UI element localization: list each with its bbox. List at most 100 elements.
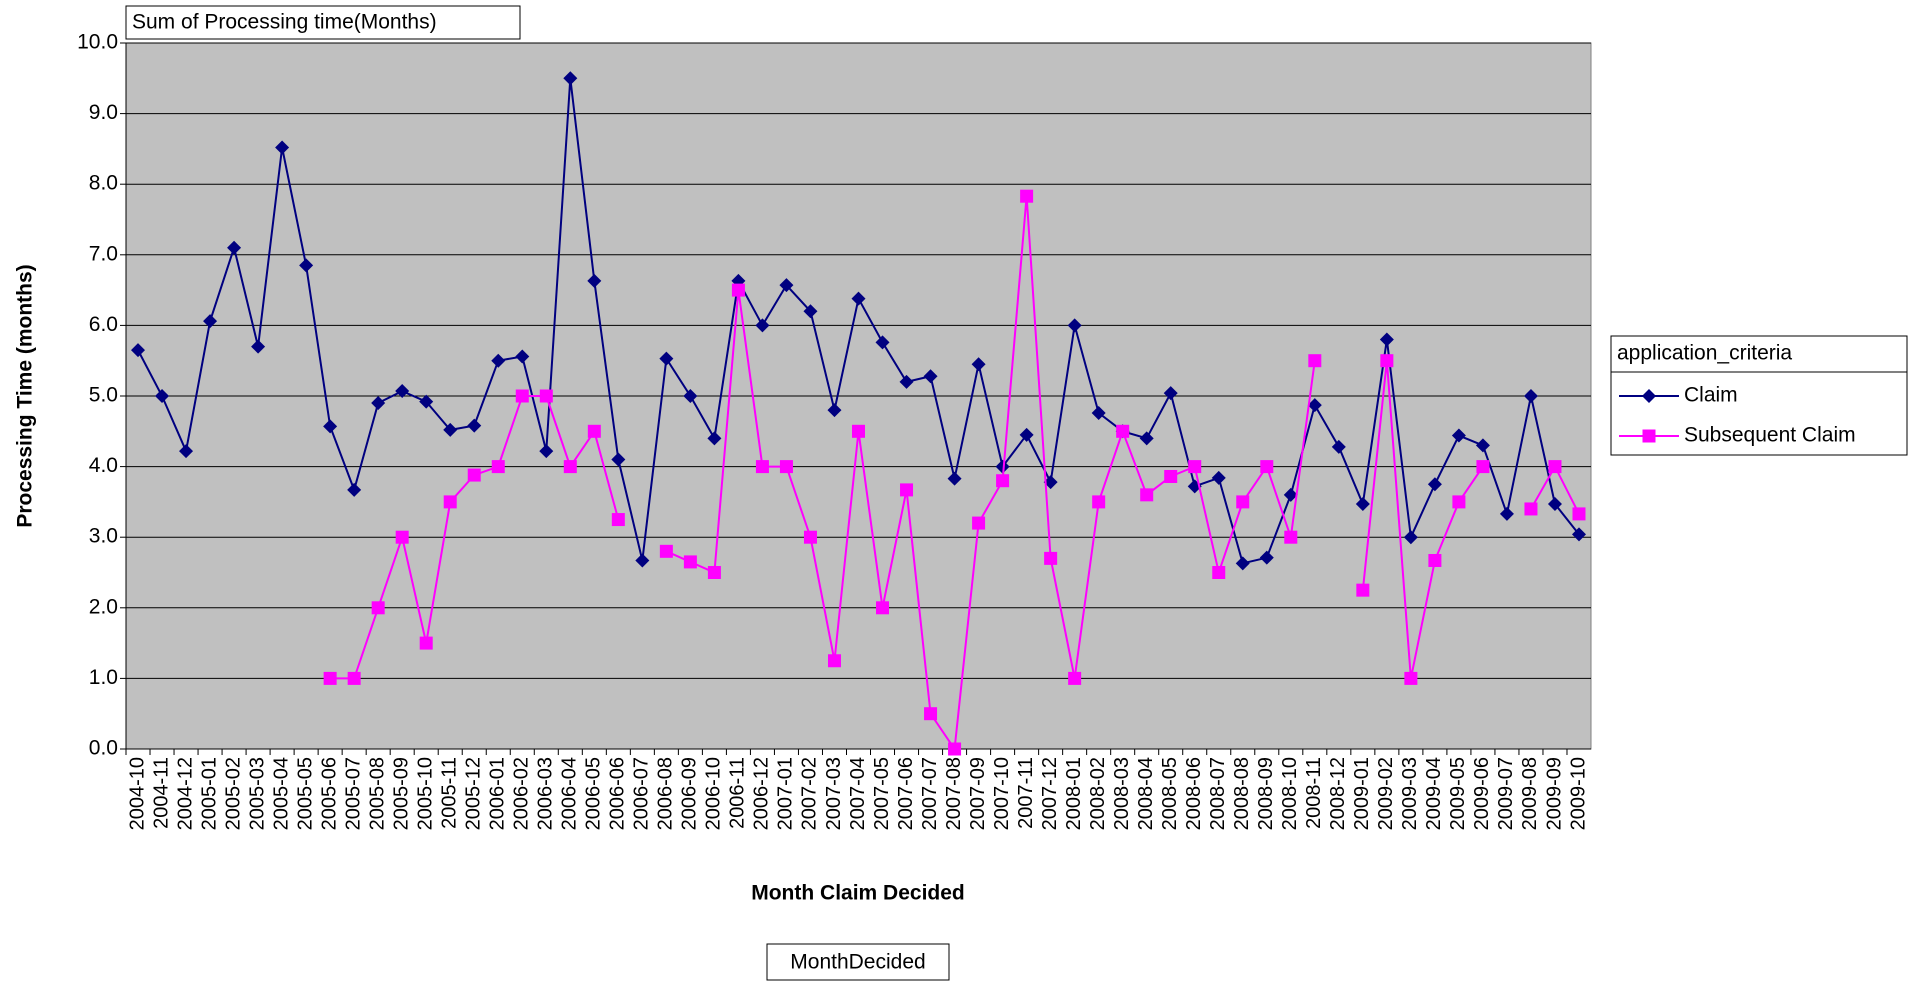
data-point [491, 353, 506, 368]
x-tick-label: 2009-06 [1471, 757, 1493, 830]
x-tick-label: 2007-08 [943, 757, 965, 830]
data-point [563, 460, 577, 474]
x-tick-label: 2007-06 [895, 757, 917, 830]
data-point [1211, 470, 1226, 485]
data-point [1236, 495, 1250, 509]
data-point [323, 671, 337, 685]
data-point [1476, 460, 1490, 474]
x-tick-label: 2006-08 [655, 757, 677, 830]
data-point [1356, 583, 1370, 597]
data-point [1164, 469, 1178, 483]
x-tick-label: 2009-07 [1495, 757, 1517, 830]
data-point [1428, 553, 1442, 567]
legend-title: application_criteria [1617, 342, 1792, 365]
x-tick-label: 2008-06 [1183, 757, 1205, 830]
x-tick-label: 2008-10 [1279, 757, 1301, 830]
data-point [539, 444, 554, 459]
data-point [1140, 488, 1154, 502]
x-tick-label: 2007-03 [823, 757, 845, 830]
field-label: MonthDecided [790, 951, 925, 974]
y-tick-label: 3.0 [89, 525, 118, 548]
x-tick-label: 2007-04 [847, 757, 869, 830]
data-point [1572, 507, 1586, 521]
x-tick-label: 2006-10 [703, 757, 725, 830]
data-point [1020, 189, 1034, 203]
data-point [347, 671, 361, 685]
data-point [1523, 389, 1538, 403]
title-box [125, 5, 521, 40]
data-point [827, 403, 842, 418]
data-point [779, 278, 794, 293]
y-tick-label: 10.0 [77, 31, 118, 54]
x-tick-label: 2005-07 [342, 757, 364, 830]
data-point [635, 553, 650, 568]
x-tick-label: 2008-02 [1087, 757, 1109, 830]
data-point [467, 418, 482, 433]
data-point [1380, 354, 1394, 368]
data-point [515, 349, 530, 364]
data-point [875, 335, 890, 350]
chart-title: Sum of Processing time(Months) [132, 11, 437, 34]
y-tick-label: 6.0 [89, 313, 118, 336]
data-point [1212, 566, 1226, 579]
data-point [467, 468, 481, 482]
data-point [972, 516, 986, 530]
data-point [1355, 497, 1370, 512]
x-tick-label: 2005-04 [270, 757, 292, 830]
x-tick-label: 2006-01 [487, 757, 509, 830]
x-tick-label: 2007-12 [1039, 757, 1061, 830]
data-point [1524, 502, 1538, 516]
x-tick-label: 2008-03 [1111, 757, 1133, 830]
data-point [1091, 405, 1106, 420]
data-point [1259, 550, 1274, 565]
x-tick-label: 2006-11 [727, 757, 749, 829]
x-tick-label: 2009-03 [1399, 757, 1421, 830]
x-tick-label: 2009-10 [1567, 757, 1589, 830]
data-point [443, 422, 458, 437]
x-tick-label: 2006-05 [583, 757, 605, 830]
data-point [587, 273, 602, 288]
data-point [683, 389, 698, 403]
y-tick-label: 1.0 [89, 666, 118, 689]
data-point [996, 474, 1010, 488]
data-point [1283, 487, 1298, 502]
data-point [443, 495, 457, 509]
x-tick-label: 2005-12 [463, 757, 485, 830]
data-point [203, 314, 218, 329]
data-point [707, 566, 721, 579]
data-point [395, 384, 410, 399]
x-tick-label: 2006-04 [559, 757, 581, 830]
data-point [899, 374, 914, 389]
x-tick-label: 2005-10 [414, 757, 436, 830]
data-point [1403, 530, 1418, 545]
data-point [1163, 386, 1178, 401]
x-axis-title: Month Claim Decided [751, 882, 965, 905]
x-tick-label: 2005-02 [222, 757, 244, 830]
y-axis-title: Processing Time (months) [14, 264, 37, 527]
x-tick-label: 2006-02 [511, 757, 533, 830]
data-point [924, 707, 938, 721]
data-point [1139, 431, 1154, 446]
data-point [731, 283, 745, 297]
data-point [227, 240, 242, 255]
data-point [659, 544, 673, 558]
data-point [659, 351, 674, 366]
x-tick-label: 2005-06 [318, 757, 340, 830]
x-tick-label: 2005-09 [390, 757, 412, 830]
legend-label: Claim [1684, 384, 1738, 407]
field-box [766, 943, 950, 981]
data-point [947, 471, 962, 486]
legend-swatch-marker [1642, 429, 1656, 443]
x-tick-label: 2008-01 [1063, 757, 1085, 830]
data-point [1235, 556, 1250, 571]
data-point [1092, 495, 1106, 509]
data-point [347, 482, 362, 497]
x-tick-label: 2004-12 [174, 757, 196, 830]
data-point [1404, 671, 1418, 685]
x-tick-label: 2009-08 [1519, 757, 1541, 830]
data-point [131, 343, 146, 358]
data-point [563, 71, 578, 86]
data-point [1547, 497, 1562, 512]
data-point [1260, 460, 1274, 474]
